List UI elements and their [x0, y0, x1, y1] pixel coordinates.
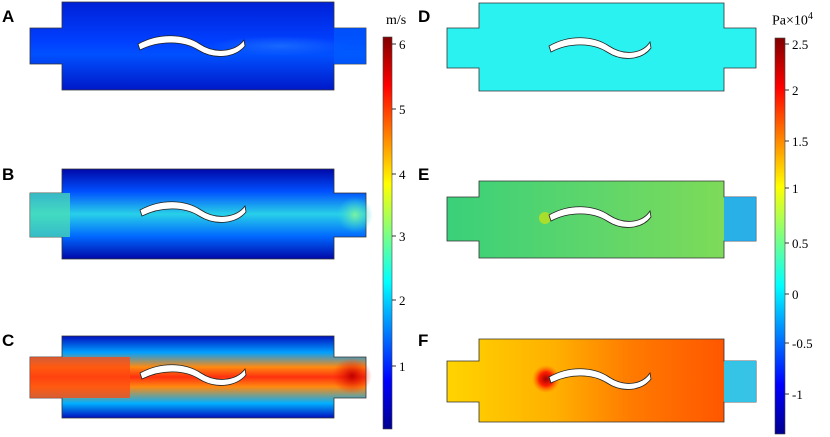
panel-c-velocity-field: [29, 335, 372, 419]
panel-a-velocity-field: [29, 1, 367, 91]
panel-label-b: B: [2, 165, 15, 184]
panel-f-pressure-field: [446, 338, 757, 423]
panel-label-f: F: [418, 331, 429, 350]
panel-b-velocity-field: [29, 168, 373, 260]
pressure-tick-label: 0.5: [792, 236, 809, 251]
velocity-tick-label: 4: [399, 167, 406, 182]
pressure-colorbar-unit: Pa×104: [772, 12, 813, 29]
velocity-tick-label: 1: [399, 359, 406, 374]
panel-label-a: A: [2, 7, 15, 26]
velocity-colorbar: [382, 36, 396, 430]
pressure-colorbar: [774, 37, 789, 435]
panel-label-e: E: [418, 165, 430, 184]
pressure-unit-base: Pa×10: [772, 13, 808, 29]
velocity-tick-label: 2: [399, 293, 406, 308]
velocity-tick-label: 3: [399, 229, 406, 244]
pressure-tick-label: 1: [792, 181, 799, 196]
pressure-tick-label: 2: [792, 83, 799, 98]
pressure-tick-label: -0.5: [792, 336, 813, 351]
pressure-tick-label: -1: [792, 387, 803, 402]
pressure-tick-label: 0: [792, 287, 799, 302]
panel-d-pressure-field: [446, 2, 757, 92]
panel-label-d: D: [418, 7, 431, 26]
velocity-tick-label: 5: [399, 102, 406, 117]
velocity-colorbar-unit: m/s: [386, 13, 407, 28]
panel-label-c: C: [2, 331, 15, 350]
pressure-unit-exponent: 4: [807, 11, 813, 22]
velocity-tick-label: 6: [399, 37, 406, 52]
pressure-tick-label: 1.5: [792, 134, 809, 149]
pressure-tick-label: 2.5: [792, 37, 809, 52]
panel-e-pressure-field: [446, 180, 757, 259]
